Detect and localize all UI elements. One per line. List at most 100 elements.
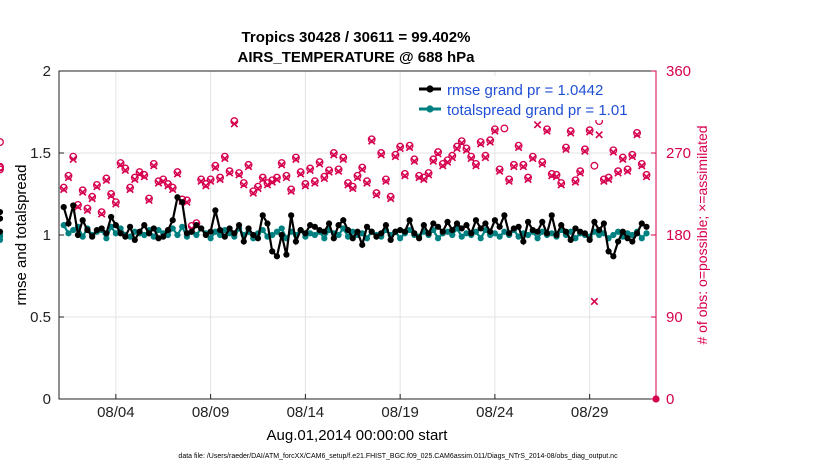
- rmse-point: [524, 218, 532, 225]
- rmse-point: [145, 230, 153, 237]
- obs-possible-point: [495, 165, 504, 174]
- rmse-point: [136, 228, 143, 235]
- rmse-point: [269, 248, 276, 255]
- obs-possible-point: [405, 141, 414, 150]
- rmse-point: [510, 225, 517, 232]
- rmse-point: [131, 236, 138, 244]
- rmse-point: [216, 226, 224, 234]
- obs-possible-point: [618, 153, 627, 162]
- rmse-point: [126, 223, 134, 230]
- obs-possible-point: [306, 164, 315, 173]
- obs-assimilated-point: [429, 157, 438, 165]
- obs-possible-point: [273, 173, 281, 182]
- obs-assimilated-point: [391, 152, 400, 161]
- obs-assimilated-point: [112, 200, 120, 208]
- obs-assimilated-point: [348, 184, 357, 193]
- obs-possible-point: [434, 148, 442, 157]
- obs-assimilated-point: [273, 175, 281, 184]
- obs-assimilated-point: [557, 181, 566, 189]
- obs-possible-point: [64, 171, 73, 180]
- rmse-point: [198, 225, 205, 232]
- obs-assimilated-point: [377, 151, 385, 159]
- obs-possible-point: [609, 146, 618, 155]
- rmse-point: [520, 238, 527, 245]
- spread-point: [482, 226, 489, 234]
- rmse-point: [453, 220, 461, 227]
- obs-possible-point: [353, 171, 362, 180]
- obs-possible-point: [363, 177, 371, 186]
- spread-point: [307, 230, 314, 237]
- rmse-point: [548, 212, 555, 219]
- obs-possible-point: [244, 160, 253, 169]
- rmse-point: [600, 220, 607, 227]
- rmse-point: [221, 233, 228, 240]
- obs-assimilated-point: [642, 172, 651, 181]
- obs-assimilated-point: [401, 172, 409, 180]
- obs-possible-point: [116, 159, 125, 167]
- x-tick-label: 08/19: [381, 404, 419, 421]
- obs-assimilated-point: [301, 182, 310, 190]
- rmse-point: [567, 236, 574, 244]
- rmse-point: [529, 226, 536, 234]
- rmse-point: [482, 220, 489, 227]
- obs-possible-point: [282, 171, 291, 180]
- obs-possible-point: [604, 173, 613, 182]
- rmse-point: [240, 238, 247, 245]
- spread-point: [596, 231, 603, 239]
- rmse-point: [288, 212, 295, 219]
- rmse-point: [259, 212, 266, 219]
- spread-point: [496, 233, 503, 240]
- y2-tick-label: 180: [666, 227, 691, 244]
- rmse-point: [226, 225, 233, 232]
- y-tick-label: 0: [43, 391, 51, 408]
- spread-point: [126, 233, 134, 240]
- spread-point: [477, 235, 484, 242]
- obs-assimilated-point: [462, 146, 471, 155]
- rmse-point: [174, 194, 181, 201]
- obs-possible-point: [396, 142, 405, 151]
- obs-assimilated-point: [434, 150, 442, 158]
- obs-possible-point: [528, 152, 537, 161]
- rmse-point: [378, 230, 385, 237]
- rmse-point: [235, 222, 243, 229]
- obs-assimilated-point: [102, 176, 111, 185]
- obs-assimilated-point: [386, 194, 395, 203]
- obs-assimilated-point: [168, 185, 177, 194]
- spread-point: [344, 233, 352, 240]
- rmse-point: [586, 236, 593, 244]
- rmse-point: [477, 225, 484, 232]
- obs-assimilated-point: [538, 160, 547, 168]
- rmse-point: [231, 230, 238, 237]
- obs-possible-point: [130, 173, 139, 182]
- rmse-point: [420, 222, 427, 229]
- rmse-point: [302, 230, 309, 237]
- obs-possible-point: [111, 198, 120, 207]
- rmse-point: [439, 228, 446, 235]
- obs-possible-point: [538, 158, 547, 167]
- rmse-point: [397, 226, 404, 234]
- obs-possible-point: [543, 125, 551, 134]
- obs-possible-point: [557, 179, 566, 188]
- spread-point: [221, 226, 228, 234]
- obs-possible-point: [391, 150, 400, 159]
- legend-rmse-label: rmse grand pr = 1.0442: [447, 82, 603, 99]
- obs-possible-point: [509, 160, 518, 169]
- spread-point: [335, 231, 342, 239]
- rmse-point: [605, 248, 612, 255]
- rmse-point: [70, 202, 77, 209]
- spread-point: [349, 228, 356, 235]
- obs-possible-point: [547, 170, 556, 178]
- obs-assimilated-point: [415, 173, 423, 182]
- obs-possible-point: [329, 149, 338, 157]
- obs-assimilated-point: [524, 175, 532, 184]
- obs-assimilated-point: [287, 187, 295, 196]
- rmse-point: [596, 226, 603, 234]
- obs-possible-point: [505, 175, 514, 184]
- obs-assimilated-point: [533, 120, 542, 129]
- obs-possible-point: [490, 125, 499, 134]
- obs-possible-point: [453, 142, 461, 151]
- rmse-point: [392, 228, 399, 235]
- obs-assimilated-point: [296, 170, 305, 178]
- obs-assimilated-point: [410, 157, 419, 165]
- obs-possible-point: [296, 168, 305, 177]
